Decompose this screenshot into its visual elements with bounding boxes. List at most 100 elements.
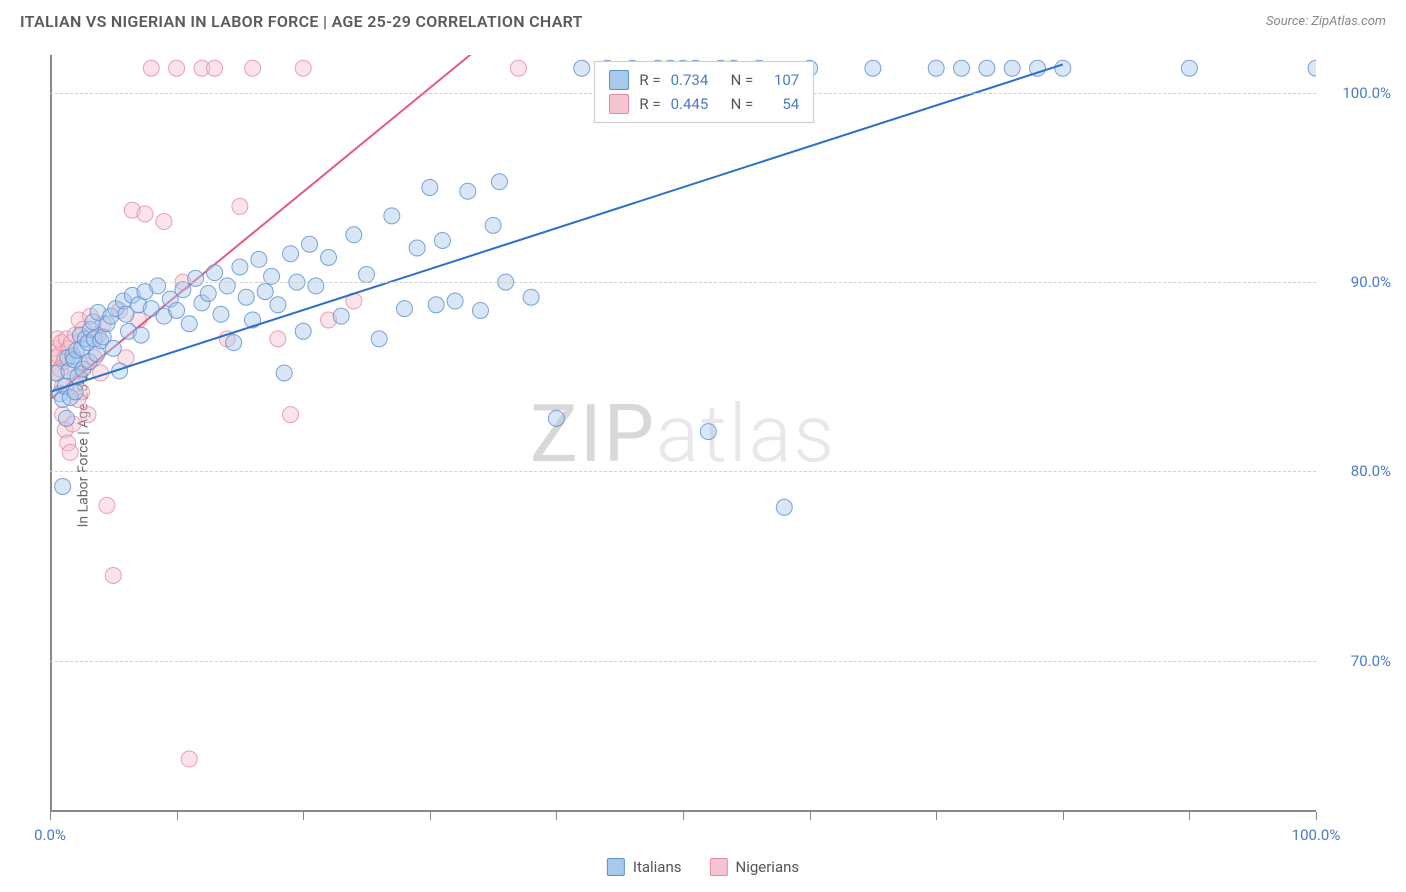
stats-row-nigerians: R = 0.445 N = 54 [609,92,799,116]
data-point [928,60,944,76]
nigerians-r-value: 0.445 [671,92,721,116]
x-tick-label: 0.0% [34,826,66,844]
chart-plot-area: ZIPatlas 70.0%80.0%90.0%100.0% 0.0%100.0… [50,55,1316,812]
x-tick [810,812,811,820]
chart-title: ITALIAN VS NIGERIAN IN LABOR FORCE | AGE… [20,12,583,31]
legend-footer: Italians Nigerians [607,858,799,876]
data-point [447,293,463,309]
data-point [700,424,716,440]
data-point [434,232,450,248]
legend-item-italians: Italians [607,858,682,876]
data-point [491,174,507,190]
data-point [1308,60,1316,76]
data-point [169,302,185,318]
data-point [175,282,191,298]
data-point [302,236,318,252]
x-tick [936,812,937,820]
data-point [226,335,242,351]
scatter-plot-svg [50,55,1316,812]
data-point [213,306,229,322]
italians-r-value: 0.734 [671,68,721,92]
x-tick [683,812,684,820]
data-point [548,410,564,426]
data-point [270,297,286,313]
data-point [295,60,311,76]
x-tick [1316,812,1317,820]
data-point [574,60,590,76]
italians-legend-swatch-icon [607,858,625,876]
data-point [105,340,121,356]
data-point [238,289,254,305]
y-axis-line [50,55,52,812]
data-point [428,297,444,313]
x-tick [50,812,51,820]
regression-line [50,64,1063,391]
data-point [321,249,337,265]
x-tick [1063,812,1064,820]
data-point [219,278,235,294]
data-point [333,308,349,324]
data-point [276,365,292,381]
data-point [245,60,261,76]
y-tick-label: 80.0% [1351,462,1391,480]
data-point [954,60,970,76]
data-point [776,499,792,515]
x-tick [430,812,431,820]
data-point [384,208,400,224]
correlation-stats-box: R = 0.734 N = 107 R = 0.445 N = 54 [594,61,814,123]
italians-legend-label: Italians [633,858,682,876]
gridline [50,471,1316,472]
source-label: Source: ZipAtlas.com [1266,14,1386,29]
data-point [55,478,71,494]
chart-header: ITALIAN VS NIGERIAN IN LABOR FORCE | AGE… [0,0,1406,39]
data-point [283,246,299,262]
italians-n-value: 107 [763,68,799,92]
data-point [359,267,375,283]
data-point [1181,60,1197,76]
data-point [979,60,995,76]
y-tick-label: 70.0% [1351,652,1391,670]
x-tick [177,812,178,820]
data-point [472,302,488,318]
gridline [50,282,1316,283]
nigerians-legend-label: Nigerians [736,858,800,876]
data-point [409,240,425,256]
data-point [485,217,501,233]
data-point [346,227,362,243]
data-point [270,331,286,347]
data-point [80,407,96,423]
data-point [58,410,74,426]
data-point [188,270,204,286]
data-point [308,278,324,294]
y-tick-label: 90.0% [1351,273,1391,291]
nigerians-legend-swatch-icon [710,858,728,876]
x-tick [1189,812,1190,820]
data-point [1004,60,1020,76]
data-point [371,331,387,347]
data-point [251,251,267,267]
gridline [50,661,1316,662]
x-tick-label: 100.0% [1292,826,1341,844]
data-point [207,265,223,281]
data-point [169,60,185,76]
stats-row-italians: R = 0.734 N = 107 [609,68,799,92]
data-point [133,327,149,343]
data-point [207,60,223,76]
data-point [523,289,539,305]
data-point [156,214,172,230]
data-point [283,407,299,423]
data-point [422,179,438,195]
data-point [181,751,197,767]
data-point [865,60,881,76]
data-point [99,497,115,513]
legend-item-nigerians: Nigerians [710,858,800,876]
data-point [232,198,248,214]
data-point [137,206,153,222]
x-tick [556,812,557,820]
data-point [1055,60,1071,76]
data-point [200,285,216,301]
y-tick-label: 100.0% [1342,84,1391,102]
data-point [396,301,412,317]
data-point [510,60,526,76]
data-point [295,323,311,339]
